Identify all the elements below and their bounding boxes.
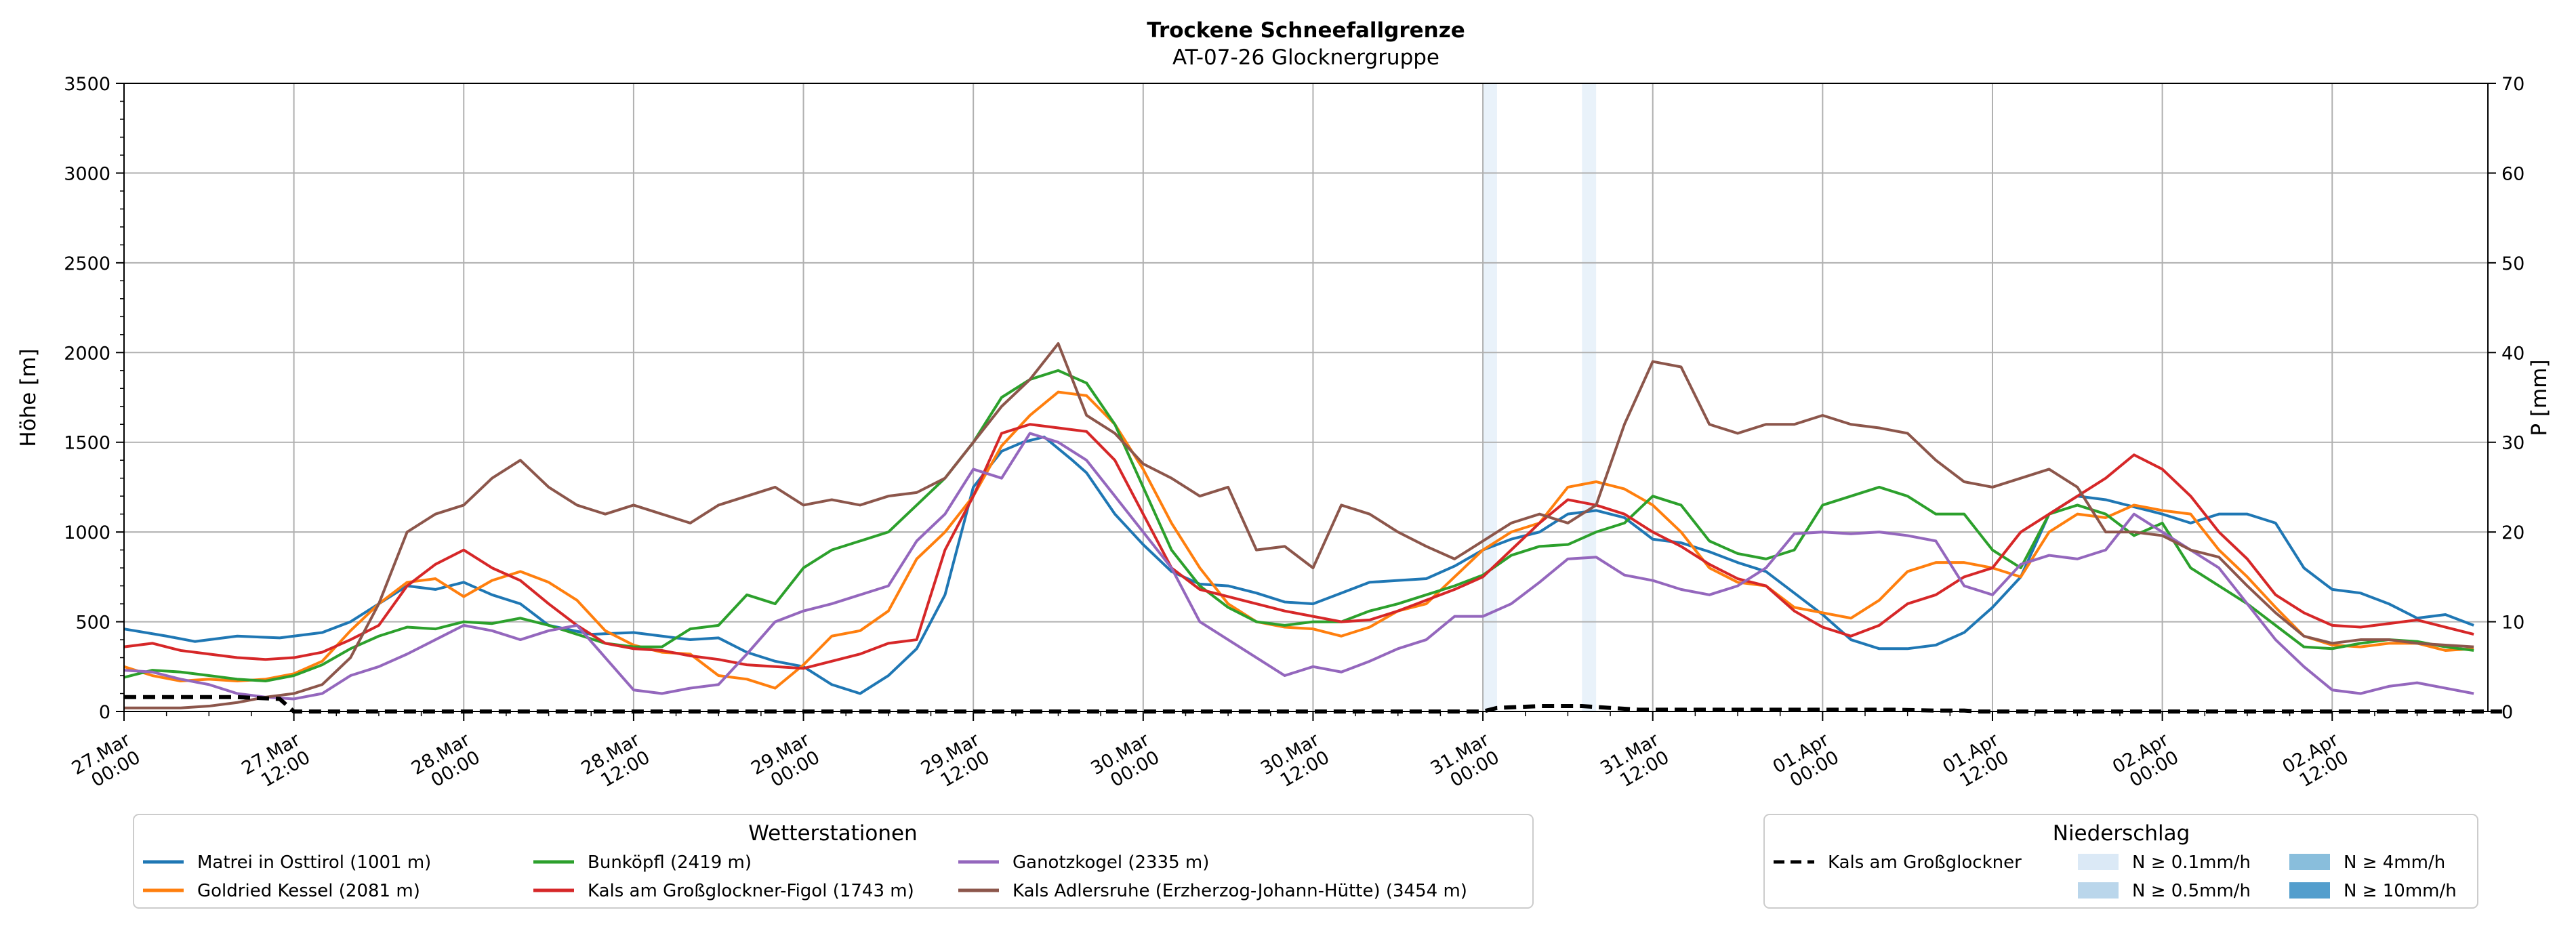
y-tick-label-6: 3000 xyxy=(64,163,110,184)
y2-tick-label-4: 40 xyxy=(2501,343,2524,364)
chart-subtitle: AT-07-26 Glocknergruppe xyxy=(1172,45,1439,70)
y2-tick-label-0: 0 xyxy=(2501,702,2513,723)
y2-tick-label-6: 60 xyxy=(2501,163,2524,184)
chart-title: Trockene Schneefallgrenze xyxy=(1147,18,1465,43)
legend-station-label-0: Matrei in Osttirol (1001 m) xyxy=(197,852,431,873)
series-line-0 xyxy=(123,435,2474,695)
legend-precip-band-swatch-3 xyxy=(2289,882,2330,899)
precip-shading-band-1 xyxy=(1582,83,1597,711)
legend-stations: Wetterstationen Matrei in Osttirol (1001… xyxy=(133,814,1534,909)
y-tick-label-2: 1000 xyxy=(64,522,110,543)
legend-station-label-2: Bunköpfl (2419 m) xyxy=(588,852,752,873)
legend-precip-title: Niederschlag xyxy=(2053,821,2190,846)
y2-tick-label-5: 50 xyxy=(2501,253,2524,274)
series-line-1 xyxy=(123,390,2474,690)
legend-precip-band-swatch-1 xyxy=(2078,882,2119,899)
legend-station-label-5: Kals Adlersruhe (Erzherzog-Johann-Hütte)… xyxy=(1013,881,1467,901)
legend-station-label-3: Kals am Großglockner-Figol (1743 m) xyxy=(588,881,914,901)
precip-layer xyxy=(124,695,2502,714)
y-axis-left: 0 500 1000 1500 2000 2500 3000 3500 xyxy=(64,74,124,723)
legend-stations-title: Wetterstationen xyxy=(748,821,917,846)
y-tick-label-0: 0 xyxy=(99,702,110,723)
legend-precip-band-label-2: N ≥ 4mm/h xyxy=(2344,852,2445,873)
y2-tick-label-7: 70 xyxy=(2501,74,2524,95)
y-tick-label-3: 1500 xyxy=(64,433,110,454)
legend-station-label-4: Ganotzkogel (2335 m) xyxy=(1013,852,1209,873)
legend-precip-station: Kals am Großglockner xyxy=(1828,852,2022,873)
y-tick-label-1: 500 xyxy=(75,613,110,634)
legend-precip-band-label-3: N ≥ 10mm/h xyxy=(2344,881,2457,901)
y-axis-label: Höhe [m] xyxy=(16,348,41,447)
y-tick-label-4: 2000 xyxy=(64,343,110,364)
legend-precip-band-label-1: N ≥ 0.5mm/h xyxy=(2132,881,2251,901)
y-tick-label-5: 2500 xyxy=(64,253,110,274)
y2-axis-label: P [mm] xyxy=(2527,359,2552,436)
y2-tick-label-1: 10 xyxy=(2501,613,2524,634)
y2-tick-label-3: 30 xyxy=(2501,433,2524,454)
y2-tick-label-2: 20 xyxy=(2501,522,2524,543)
series-line-4 xyxy=(123,432,2474,701)
precip-line xyxy=(124,695,2502,714)
precip-shading xyxy=(1483,83,1597,711)
legend-precip: Niederschlag Kals am Großglockner N ≥ 0.… xyxy=(1763,814,2478,909)
precip-shading-band-0 xyxy=(1483,83,1497,711)
series-line-2 xyxy=(123,369,2474,682)
y-tick-label-7: 3500 xyxy=(64,74,110,95)
plot-frame xyxy=(123,83,2489,712)
legend-precip-band-swatch-2 xyxy=(2289,854,2330,870)
legend-precip-band-swatch-0 xyxy=(2078,854,2119,870)
legend-precip-band-label-0: N ≥ 0.1mm/h xyxy=(2132,852,2251,873)
series-layer xyxy=(123,342,2474,709)
y-axis-right: 0 10 20 30 40 50 60 70 xyxy=(2488,74,2524,723)
series-line-5 xyxy=(124,342,2474,709)
legend-station-label-1: Goldried Kessel (2081 m) xyxy=(197,881,420,901)
